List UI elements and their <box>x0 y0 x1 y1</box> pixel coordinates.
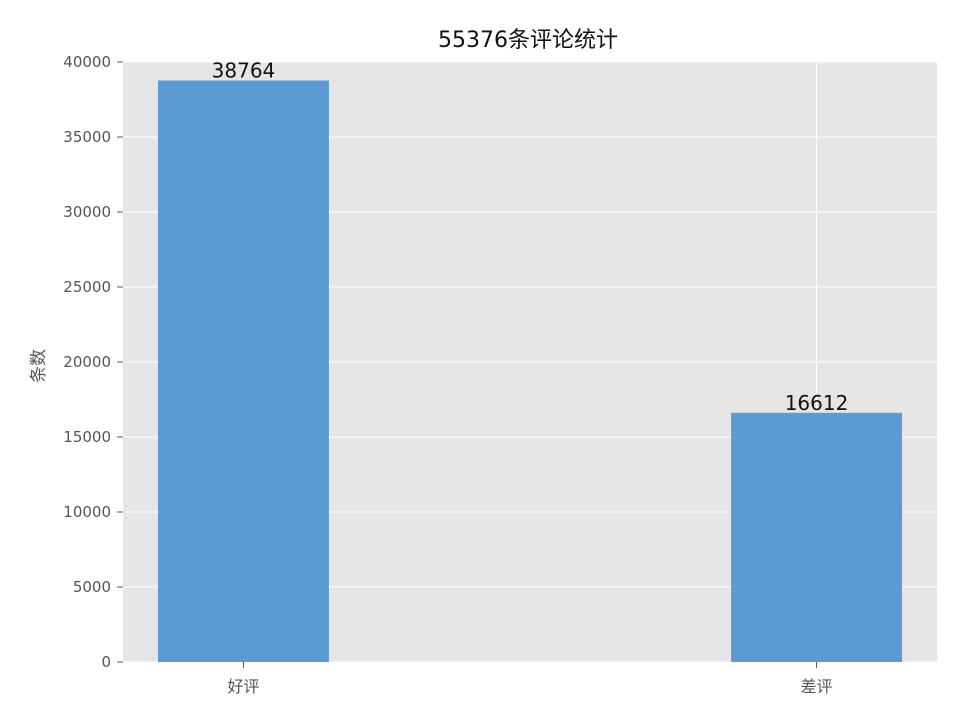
y-tick-label: 30000 <box>63 203 111 221</box>
y-axis-label: 条数 <box>29 349 49 383</box>
y-tick-label: 15000 <box>63 428 111 446</box>
y-tick-label: 10000 <box>63 503 111 521</box>
bar <box>731 412 902 662</box>
y-tick-label: 40000 <box>63 53 111 71</box>
bar-value-label: 38764 <box>212 59 276 83</box>
bar-value-labels: 38764 16612 <box>212 59 849 415</box>
x-tick-label: 好评 <box>227 677 259 696</box>
y-tick-label: 0 <box>101 653 111 671</box>
y-tick-label: 35000 <box>63 128 111 146</box>
y-tick-label: 5000 <box>73 578 111 596</box>
bar-value-label: 16612 <box>785 391 849 415</box>
chart-title: 55376条评论统计 <box>438 28 618 53</box>
x-tick-label: 差评 <box>801 677 833 696</box>
y-tick-label: 25000 <box>63 278 111 296</box>
y-axis-ticks: 0 5000 10000 15000 20000 25000 30000 35000 40000 <box>63 53 123 671</box>
y-tick-label: 20000 <box>63 353 111 371</box>
bars <box>158 80 902 663</box>
bar <box>158 80 329 663</box>
x-axis-labels: 好评 差评 <box>227 662 833 696</box>
